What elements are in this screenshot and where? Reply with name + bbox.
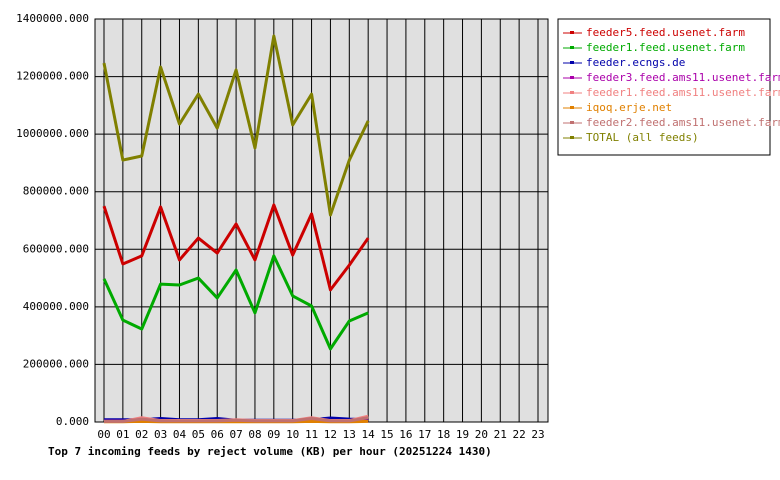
x-tick-label: 17: [418, 428, 431, 441]
x-tick-label: 20: [475, 428, 488, 441]
x-tick-label: 19: [456, 428, 469, 441]
plot-area: [94, 18, 549, 423]
x-tick-label: 14: [362, 428, 376, 441]
x-tick-label: 03: [154, 428, 167, 441]
legend-label: feeder2.feed.ams11.usenet.farm: [586, 116, 780, 129]
x-tick-label: 18: [437, 428, 450, 441]
x-tick-label: 16: [399, 428, 412, 441]
x-tick-label: 22: [513, 428, 526, 441]
x-tick-label: 15: [380, 428, 393, 441]
x-tick-label: 02: [135, 428, 148, 441]
x-tick-label: 05: [192, 428, 205, 441]
x-tick-label: 04: [173, 428, 187, 441]
y-tick-label: 1200000.000: [16, 70, 89, 83]
legend-marker: [570, 136, 574, 139]
y-tick-label: 1000000.000: [16, 127, 89, 140]
x-tick-label: 10: [286, 428, 299, 441]
x-tick-label: 00: [97, 428, 110, 441]
series-line: [102, 203, 370, 292]
legend-marker: [570, 76, 574, 79]
y-tick-label: 400000.000: [23, 300, 89, 313]
y-tick-label: 800000.000: [23, 185, 89, 198]
legend-marker: [570, 91, 574, 94]
legend-box: [557, 18, 771, 156]
legend-label: TOTAL (all feeds): [586, 131, 699, 144]
x-tick-label: 21: [494, 428, 507, 441]
y-tick-label: 200000.000: [23, 357, 89, 370]
x-tick-label: 09: [267, 428, 280, 441]
legend-marker: [570, 61, 574, 64]
x-tick-label: 23: [531, 428, 544, 441]
y-tick-label: 600000.000: [23, 242, 89, 255]
x-tick-label: 08: [248, 428, 261, 441]
chart-title: Top 7 incoming feeds by reject volume (K…: [48, 445, 492, 458]
legend-label: feeder1.feed.usenet.farm: [586, 41, 745, 54]
x-tick-label: 06: [211, 428, 224, 441]
series-line: [104, 416, 369, 423]
x-tick-label: 01: [116, 428, 129, 441]
legend-marker: [570, 31, 574, 34]
x-tick-label: 12: [324, 428, 337, 441]
legend-marker: [570, 46, 574, 49]
x-tick-label: 07: [229, 428, 242, 441]
legend-label: feeder3.feed.ams11.usenet.farm: [586, 71, 780, 84]
legend-label: feeder1.feed.ams11.usenet.farm: [586, 86, 780, 99]
legend-label: feeder.ecngs.de: [586, 56, 685, 69]
series-line: [102, 34, 370, 217]
legend-marker: [570, 121, 574, 124]
legend-marker: [570, 106, 574, 109]
legend-label: iqoq.erje.net: [586, 101, 672, 114]
x-tick-label: 11: [305, 428, 318, 441]
x-tick-label: 13: [343, 428, 356, 441]
series-line: [102, 254, 369, 351]
legend-label: feeder5.feed.usenet.farm: [586, 26, 745, 39]
y-tick-label: 1400000.000: [16, 12, 89, 25]
y-tick-label: 0.000: [56, 415, 89, 428]
